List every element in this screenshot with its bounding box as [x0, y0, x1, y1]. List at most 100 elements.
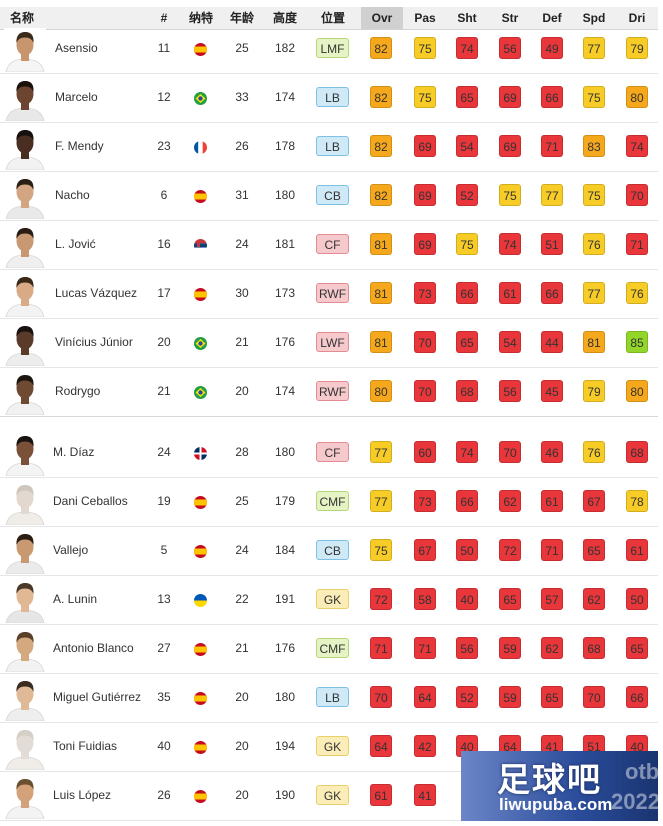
table-row[interactable]: Rodrygo 21 20 174 RWF 80 70 68 56 45 79 80 [0, 368, 658, 417]
header-number[interactable]: # [160, 11, 168, 25]
stat-def: 51 [541, 233, 563, 255]
position-badge: CB [316, 540, 349, 560]
header-pas[interactable]: Pas [414, 11, 436, 25]
stat-spd: 62 [583, 588, 605, 610]
player-height: 184 [274, 543, 296, 557]
player-name[interactable]: Rodrygo [55, 384, 101, 398]
player-height: 178 [274, 139, 296, 153]
position-badge: LB [316, 687, 349, 707]
player-avatar [4, 322, 46, 366]
player-height: 181 [274, 237, 296, 251]
player-age: 22 [235, 592, 249, 606]
player-avatar [4, 775, 46, 819]
player-number: 26 [157, 788, 171, 802]
table-row[interactable]: Vallejo 5 24 184 CB 75 67 50 72 71 65 61 [0, 527, 658, 576]
position-badge: LWF [316, 332, 349, 352]
player-name[interactable]: Vinícius Júnior [55, 335, 133, 349]
spain-flag-icon [194, 643, 207, 656]
header-dri[interactable]: Dri [628, 11, 646, 25]
stat-dri: 80 [626, 380, 648, 402]
player-name[interactable]: Nacho [55, 188, 90, 202]
player-name[interactable]: A. Lunin [53, 592, 98, 606]
stat-dri: 79 [626, 37, 648, 59]
player-height: 180 [274, 690, 296, 704]
stat-spd: 75 [583, 86, 605, 108]
stat-sht: 52 [456, 686, 478, 708]
player-height: 182 [274, 41, 296, 55]
spain-flag-icon [194, 692, 207, 705]
stat-spd: 68 [583, 637, 605, 659]
stat-def: 61 [541, 490, 563, 512]
player-name[interactable]: Vallejo [53, 543, 89, 557]
table-row[interactable]: Nacho 6 31 180 CB 82 69 52 75 77 75 70 [0, 172, 658, 221]
player-age: 26 [235, 139, 249, 153]
player-name[interactable]: Miguel Gutiérrez [53, 690, 142, 704]
stat-sht: 74 [456, 441, 478, 463]
player-name[interactable]: Dani Ceballos [53, 494, 128, 508]
stat-str: 72 [499, 539, 521, 561]
table-row[interactable]: M. Díaz 24 28 180 CF 77 60 74 70 46 76 68 [0, 429, 658, 478]
player-number: 24 [157, 445, 171, 459]
ukraine-flag-icon [194, 594, 207, 607]
player-avatar [4, 481, 46, 525]
table-row[interactable]: Miguel Gutiérrez 35 20 180 LB 70 64 52 59 65 70 66 [0, 674, 658, 723]
player-avatar [4, 726, 46, 770]
stat-pas: 64 [414, 686, 436, 708]
player-number: 21 [157, 384, 171, 398]
header-position[interactable]: 位置 [320, 11, 345, 25]
header-sht[interactable]: Sht [457, 11, 477, 25]
stat-pas: 71 [414, 637, 436, 659]
player-name[interactable]: Luis López [53, 788, 112, 802]
stat-def: 66 [541, 86, 563, 108]
stat-sht: 54 [456, 135, 478, 157]
stat-pas: 70 [414, 380, 436, 402]
position-badge: LMF [316, 38, 349, 58]
table-row[interactable]: Marcelo 12 33 174 LB 82 75 65 69 66 75 80 [0, 74, 658, 123]
header-str[interactable]: Str [501, 11, 519, 25]
table-row[interactable]: Luis López 26 20 190 GK 61 41 [0, 772, 658, 821]
stat-pas: 75 [414, 86, 436, 108]
player-name[interactable]: M. Díaz [53, 445, 95, 459]
player-name[interactable]: Antonio Blanco [53, 641, 134, 655]
header-ovr[interactable]: Ovr [361, 7, 403, 29]
stat-dri: 68 [626, 441, 648, 463]
stat-dri: 74 [626, 135, 648, 157]
table-row[interactable]: L. Jović 16 24 181 CF 81 69 75 74 51 76 71 [0, 221, 658, 270]
table-row[interactable]: A. Lunin 13 22 191 GK 72 58 40 65 57 62 50 [0, 576, 658, 625]
player-name[interactable]: Lucas Vázquez [55, 286, 138, 300]
header-spd[interactable]: Spd [582, 11, 606, 25]
stat-dri: 78 [626, 490, 648, 512]
player-number: 23 [157, 139, 171, 153]
table-row[interactable]: Dani Ceballos 19 25 179 CMF 77 73 66 62 61 67 78 [0, 478, 658, 527]
header-def[interactable]: Def [542, 11, 562, 25]
stat-ovr: 77 [370, 490, 392, 512]
header-height[interactable]: 高度 [272, 11, 297, 25]
table-row[interactable]: Lucas Vázquez 17 30 173 RWF 81 73 66 61 66 77 76 [0, 270, 658, 319]
player-name[interactable]: Asensio [55, 41, 98, 55]
table-row[interactable]: F. Mendy 23 26 178 LB 82 69 54 69 71 83 74 [0, 123, 658, 172]
table-row[interactable]: Asensio 11 25 182 LMF 82 75 74 56 49 77 79 [0, 25, 658, 74]
player-name[interactable]: F. Mendy [55, 139, 104, 153]
player-name[interactable]: L. Jović [55, 237, 96, 251]
stat-ovr: 77 [370, 441, 392, 463]
position-badge: LB [316, 87, 349, 107]
player-avatar [4, 579, 46, 623]
header-age[interactable]: 年龄 [229, 11, 254, 25]
stat-spd: 81 [583, 331, 605, 353]
stat-spd: 75 [583, 184, 605, 206]
player-height: 176 [274, 335, 296, 349]
player-name[interactable]: Marcelo [55, 90, 98, 104]
stat-sht: 40 [456, 588, 478, 610]
player-name[interactable]: Toni Fuidias [53, 739, 118, 753]
header-nationality[interactable]: 纳特 [188, 11, 213, 25]
spain-flag-icon [194, 790, 207, 803]
header-name[interactable]: 名称 [10, 11, 35, 25]
stat-ovr: 72 [370, 588, 392, 610]
table-row[interactable]: Antonio Blanco 27 21 176 CMF 71 71 56 59 62 68 65 [0, 625, 658, 674]
stat-def: 44 [541, 331, 563, 353]
stat-sht: 66 [456, 282, 478, 304]
stat-sht: 74 [456, 37, 478, 59]
player-height: 190 [274, 788, 296, 802]
stat-dri: 66 [626, 686, 648, 708]
table-row[interactable]: Vinícius Júnior 20 21 176 LWF 81 70 65 54 44 81 85 [0, 319, 658, 368]
